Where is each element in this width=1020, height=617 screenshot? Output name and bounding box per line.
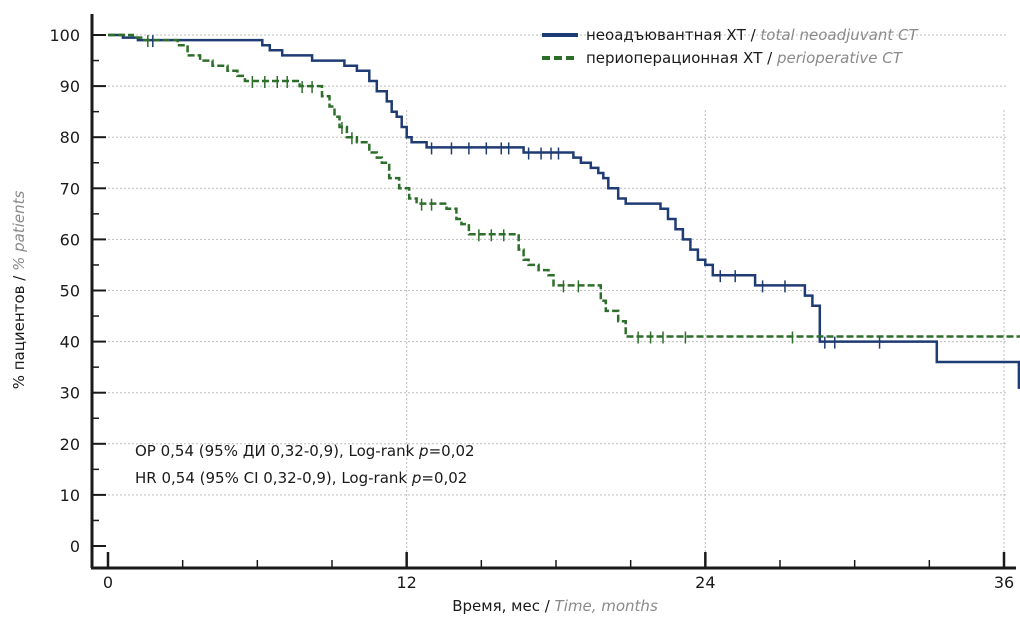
- series-neoadjuvant: [108, 33, 1020, 389]
- y-tick-label-0: 0: [70, 537, 80, 556]
- x-tick-label-24: 24: [695, 573, 715, 592]
- legend-label-neoadjuvant: неоадъювантная ХТ / total neoadjuvant CT: [586, 26, 919, 44]
- axes: [90, 14, 1016, 570]
- y-tick-label-60: 60: [60, 230, 80, 249]
- y-tick-label-10: 10: [60, 486, 80, 505]
- annotation-ru: ОР 0,54 (95% ДИ 0,32-0,9), Log-rank p=0,…: [135, 442, 475, 460]
- annotation-en: HR 0,54 (95% CI 0,32-0,9), Log-rank p=0,…: [135, 469, 467, 487]
- y-axis-title: % пациентов / % patients: [10, 191, 28, 390]
- y-tick-label-100: 100: [49, 26, 80, 45]
- grid: [92, 34, 1008, 560]
- y-tick-label-80: 80: [60, 128, 80, 147]
- survival-curve-perioperative: [108, 33, 1020, 338]
- survival-curve-neoadjuvant: [108, 33, 1020, 389]
- y-tick-label-30: 30: [60, 384, 80, 403]
- series-layer: [108, 33, 1020, 389]
- x-tick-label-36: 36: [994, 573, 1014, 592]
- legend: неоадъювантная ХТ / total neoadjuvant CT…: [542, 26, 919, 67]
- legend-label-perioperative: периоперационная ХТ / perioperative CT: [586, 49, 904, 67]
- legend-entry-neoadjuvant: неоадъювантная ХТ / total neoadjuvant CT: [542, 26, 919, 44]
- y-tick-label-40: 40: [60, 333, 80, 352]
- y-tick-label-90: 90: [60, 77, 80, 96]
- statistics-annotation: ОР 0,54 (95% ДИ 0,32-0,9), Log-rank p=0,…: [135, 442, 475, 487]
- x-tick-label-12: 12: [396, 573, 416, 592]
- y-tick-label-50: 50: [60, 282, 80, 301]
- x-tick-label-0: 0: [103, 573, 113, 592]
- tick-labels: 0 10 20 30 40 50 60 70 80 90 100 0 12 24 36: [49, 26, 1014, 592]
- x-axis-title: Время, мес / Time, months: [452, 597, 658, 615]
- series-perioperative: [108, 33, 1020, 344]
- legend-entry-perioperative: периоперационная ХТ / perioperative CT: [542, 49, 904, 67]
- y-tick-label-20: 20: [60, 435, 80, 454]
- y-tick-label-70: 70: [60, 179, 80, 198]
